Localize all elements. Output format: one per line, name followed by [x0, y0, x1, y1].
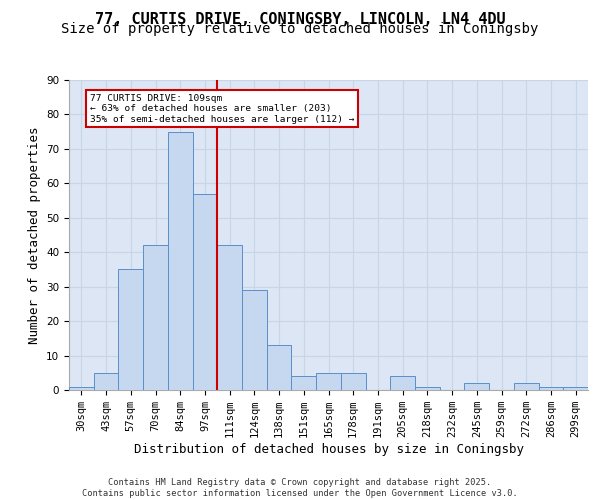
Bar: [193, 194, 217, 390]
Text: Size of property relative to detached houses in Coningsby: Size of property relative to detached ho…: [61, 22, 539, 36]
Bar: [168, 132, 193, 390]
Bar: [292, 376, 316, 390]
Bar: [217, 246, 242, 390]
Bar: [464, 383, 489, 390]
Bar: [514, 383, 539, 390]
Bar: [341, 373, 365, 390]
Bar: [563, 386, 588, 390]
Text: 77, CURTIS DRIVE, CONINGSBY, LINCOLN, LN4 4DU: 77, CURTIS DRIVE, CONINGSBY, LINCOLN, LN…: [95, 12, 505, 28]
Bar: [390, 376, 415, 390]
Text: 77 CURTIS DRIVE: 109sqm
← 63% of detached houses are smaller (203)
35% of semi-d: 77 CURTIS DRIVE: 109sqm ← 63% of detache…: [90, 94, 355, 124]
Text: Contains HM Land Registry data © Crown copyright and database right 2025.
Contai: Contains HM Land Registry data © Crown c…: [82, 478, 518, 498]
Bar: [539, 386, 563, 390]
Bar: [415, 386, 440, 390]
Bar: [143, 246, 168, 390]
Bar: [267, 345, 292, 390]
X-axis label: Distribution of detached houses by size in Coningsby: Distribution of detached houses by size …: [133, 443, 523, 456]
Bar: [316, 373, 341, 390]
Bar: [118, 270, 143, 390]
Y-axis label: Number of detached properties: Number of detached properties: [28, 126, 41, 344]
Bar: [69, 386, 94, 390]
Bar: [242, 290, 267, 390]
Bar: [94, 373, 118, 390]
